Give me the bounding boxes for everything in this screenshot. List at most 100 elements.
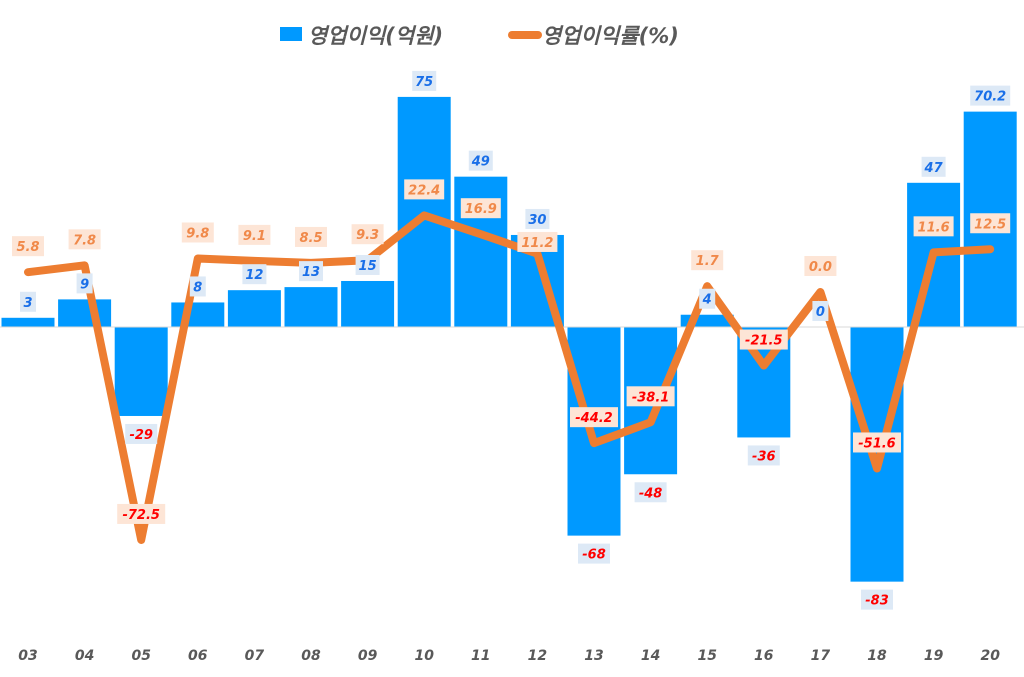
- line-label-10: 22.4: [404, 179, 445, 200]
- bar-label-07-bg: [242, 264, 267, 285]
- bar-label-15-bg: [699, 288, 716, 309]
- x-tick-05: 05: [131, 648, 151, 664]
- x-tick-10: 10: [414, 648, 434, 664]
- line-label-03: 5.8: [12, 236, 44, 257]
- bar-label-08-text: 13: [302, 265, 320, 280]
- bar-label-03: 3: [20, 291, 36, 312]
- x-tick-15: 15: [697, 648, 717, 664]
- bar-label-03-text: 3: [23, 296, 32, 311]
- bar-label-12-bg: [525, 208, 550, 229]
- line-label-15-text: 1.7: [696, 254, 720, 269]
- bar-label-12-text: 30: [528, 213, 546, 228]
- bar-label-11: 49: [468, 150, 493, 171]
- bar-label-14-bg: [634, 482, 667, 503]
- bar-label-18-bg: [861, 589, 893, 610]
- bar-label-06-bg: [189, 276, 206, 297]
- bar-label-14: -48: [634, 482, 667, 503]
- bar-label-04-text: 9: [80, 277, 89, 292]
- line-label-03-bg: [12, 236, 44, 257]
- line-label-10-bg: [404, 179, 445, 200]
- line-label-16-text: -21.5: [745, 334, 782, 349]
- bar-label-14-text: -48: [639, 486, 663, 501]
- x-tick-16: 16: [754, 648, 774, 664]
- bar-label-15: 4: [699, 288, 716, 309]
- bar-label-08-bg: [299, 261, 323, 282]
- line-label-18-text: -51.6: [858, 436, 895, 451]
- bar-05: [114, 327, 168, 416]
- line-label-07: 9.1: [238, 224, 271, 245]
- bar-08: [284, 287, 338, 327]
- line-label-13: -44.2: [570, 407, 618, 428]
- bar-label-06: 8: [189, 276, 206, 297]
- x-tick-11: 11: [471, 648, 490, 664]
- bar-label-11-text: 49: [471, 155, 490, 170]
- line-label-06-text: 9.8: [186, 226, 209, 241]
- bar-07: [227, 290, 281, 327]
- x-tick-07: 07: [245, 648, 265, 664]
- bar-label-11-bg: [468, 150, 493, 171]
- bar-label-07-text: 12: [245, 268, 263, 283]
- x-tick-17: 17: [811, 648, 831, 664]
- bar-label-03-bg: [20, 291, 36, 312]
- bar-label-16: -36: [747, 445, 780, 466]
- line-label-12-bg: [517, 231, 558, 252]
- line-label-05-bg: [117, 503, 166, 524]
- x-tick-04: 04: [75, 648, 94, 664]
- x-tick-13: 13: [584, 648, 603, 664]
- line-label-11: 16.9: [460, 198, 501, 219]
- line-label-17-text: 0.0: [809, 260, 832, 275]
- line-label-04-text: 7.8: [73, 233, 96, 248]
- line-label-20-text: 12.5: [974, 217, 1006, 232]
- line-label-13-text: -44.2: [575, 411, 612, 426]
- bar-label-13-bg: [578, 543, 610, 564]
- bar-label-19: 47: [921, 156, 946, 177]
- line-label-19-text: 11.6: [918, 220, 950, 235]
- x-tick-14: 14: [641, 648, 660, 664]
- bar-label-10-text: 75: [415, 75, 433, 90]
- line-label-11-bg: [460, 198, 501, 219]
- legend-label-line: 영업이익률(%): [542, 24, 679, 48]
- line-label-07-text: 9.1: [243, 229, 266, 244]
- bar-label-20: 70.2: [970, 85, 1011, 106]
- line-label-12-text: 11.2: [521, 236, 553, 251]
- line-label-09-bg: [351, 224, 384, 245]
- bar-label-17-text: 0: [816, 305, 825, 320]
- line-label-16: -21.5: [739, 329, 788, 350]
- bar-label-19-bg: [921, 156, 946, 177]
- line-label-04: 7.8: [68, 229, 101, 250]
- bar-label-05-bg: [125, 423, 158, 444]
- bar-label-09-bg: [355, 254, 380, 275]
- x-tick-08: 08: [301, 648, 321, 664]
- bar-label-08: 13: [299, 261, 323, 282]
- line-label-20: 12.5: [970, 213, 1011, 234]
- line-label-06-bg: [181, 222, 214, 243]
- bar-label-04-bg: [76, 273, 93, 294]
- line-label-10-text: 22.4: [408, 183, 440, 198]
- line-label-17-bg: [804, 256, 837, 276]
- bar-label-20-bg: [970, 85, 1011, 106]
- bar-label-19-text: 47: [924, 161, 944, 176]
- bar-label-16-bg: [747, 445, 780, 466]
- x-tick-19: 19: [924, 648, 944, 664]
- legend: 영업이익(억원) 영업이익률(%): [280, 24, 679, 48]
- x-tick-18: 18: [867, 648, 887, 664]
- x-tick-03: 03: [18, 648, 37, 664]
- line-series: [24, 211, 995, 544]
- line-label-18-bg: [853, 432, 901, 453]
- bar-06: [171, 302, 225, 327]
- line-label-08: 8.5: [295, 226, 327, 247]
- x-tick-09: 09: [358, 648, 378, 664]
- bar-label-09: 15: [355, 254, 380, 275]
- line-label-20-bg: [970, 213, 1011, 234]
- x-tick-20: 20: [980, 648, 1000, 664]
- bar-09: [341, 280, 395, 327]
- bar-label-05-text: -29: [129, 428, 153, 443]
- line-label-18: -51.6: [853, 432, 901, 453]
- line-label-19: 11.6: [913, 216, 954, 237]
- line-label-16-bg: [739, 329, 788, 350]
- line-label-03-text: 5.8: [16, 240, 39, 255]
- x-tick-12: 12: [528, 648, 547, 664]
- line-label-05: -72.5: [117, 503, 166, 524]
- line-label-14-bg: [626, 386, 675, 407]
